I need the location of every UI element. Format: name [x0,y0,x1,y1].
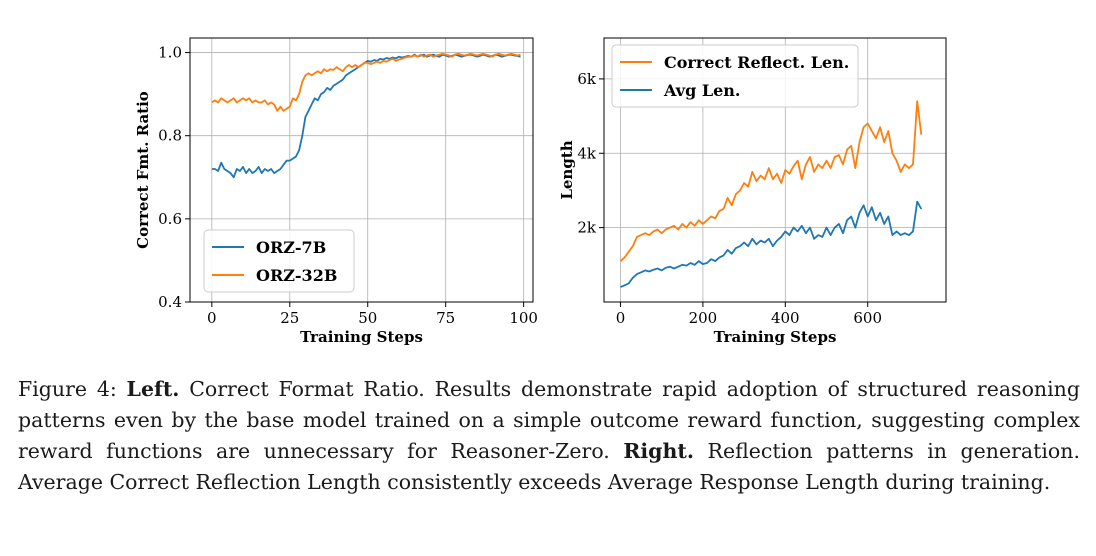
right-series-2-line [620,200,923,288]
right-legend-box [611,44,859,108]
figure-caption: Figure 4: Left. Correct Format Ratio. Re… [18,374,1080,498]
caption-figure-label: Figure 4: [18,377,127,401]
left-legend-label-1: ORZ-7B [256,238,326,257]
left-xlabel: Training Steps [300,328,423,346]
left-chart-correct-format-ratio: 0 25 50 75 100 0.4 0.6 0.8 1.0 Training Steps Corr… [134,37,538,346]
right-chart-length: 0 200 400 600 2k 4k 6k Training Steps Length Corr… [558,37,947,346]
left-xtick-label-2: 50 [358,309,377,327]
right-ytick-label-1: 4k [577,144,597,162]
left-xtick-label-3: 75 [436,309,455,327]
left-ytick-label-1: 0.6 [158,210,182,228]
left-axes-frame [189,37,534,303]
right-xtick-label-3: 600 [853,309,882,327]
right-ytick-label-2: 6k [577,70,597,88]
right-legend-label-1: Correct Reflect. Len. [664,53,849,72]
right-xlabel: Training Steps [714,328,837,346]
caption-right-text: Reflection patterns in generation. Avera… [18,439,1080,494]
left-xtick-label-4: 100 [509,309,538,327]
figure-charts: 0 25 50 75 100 0.4 0.6 0.8 1.0 Training Steps Corr… [134,37,947,346]
right-axes-frame [603,37,947,303]
left-legend-box [203,229,355,293]
left-legend-label-2: ORZ-32B [256,266,337,285]
left-xtick-label-1: 25 [280,309,299,327]
right-ytick-label-0: 2k [577,219,597,237]
right-xtick-label-0: 0 [616,309,626,327]
left-ytick-label-0: 0.4 [158,293,182,311]
left-series-1-line [211,53,521,179]
right-ylabel: Length [558,140,576,199]
caption-left-label: Left. [126,377,180,401]
right-xtick-label-1: 200 [689,309,718,327]
right-series-1-line [619,100,923,262]
right-legend-label-2: Avg Len. [663,81,740,100]
caption-left-text: Correct Format Ratio. Results demonstrat… [18,377,1080,463]
left-ytick-label-3: 1.0 [158,44,182,62]
left-ylabel: Correct Fmt. Ratio [134,91,152,249]
right-xtick-label-2: 400 [771,309,800,327]
left-series-2-line [211,52,521,112]
caption-right-label: Right. [623,439,695,463]
left-ytick-label-2: 0.8 [158,127,182,145]
left-xtick-label-0: 0 [207,309,217,327]
